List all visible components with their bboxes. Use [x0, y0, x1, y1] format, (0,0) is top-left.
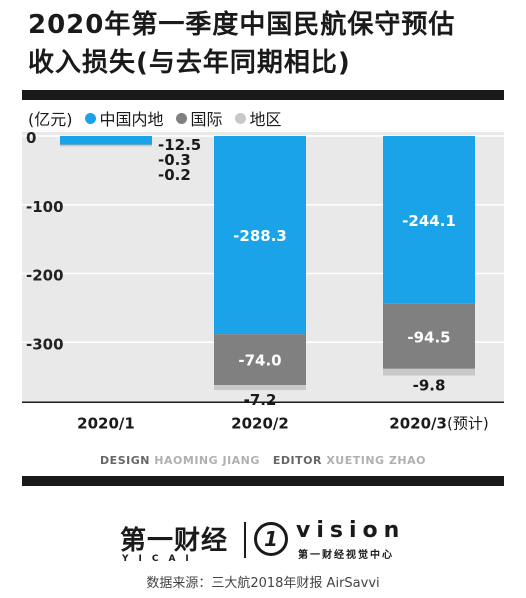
- bar-international: [383, 303, 475, 369]
- vision-mark-icon: 1: [254, 522, 288, 556]
- x-tick-label: 2020/3(预计): [389, 414, 488, 432]
- legend-unit: (亿元): [28, 110, 73, 129]
- bar-international: [214, 334, 306, 386]
- x-tick-label: 2020/2: [231, 414, 289, 432]
- x-tick-label: 2020/1: [77, 414, 135, 432]
- legend-swatch-international: [175, 112, 187, 124]
- data-label-regional: -0.2: [158, 166, 191, 184]
- editor-name: XUETING ZHAO: [326, 454, 426, 467]
- chart-title-line-1: 2020年第一季度中国民航保守预估: [28, 10, 456, 40]
- bar-regional: [214, 385, 306, 391]
- bar-mainland: [214, 136, 306, 335]
- y-tick-label: -200: [26, 267, 64, 285]
- yicai-logo-sub: YICAI: [122, 554, 199, 564]
- legend-label-international: 国际: [190, 110, 223, 129]
- editor-label: EDITOR: [272, 454, 322, 467]
- data-label-mainland: -12.5: [158, 136, 201, 154]
- vision-logo-sub: 第一财经视觉中心: [298, 550, 394, 561]
- y-tick-label: -300: [26, 335, 64, 353]
- y-tick-label: -100: [26, 198, 64, 216]
- y-tick-label: 0: [26, 129, 36, 147]
- vision-logo: vision: [296, 518, 406, 543]
- chart-plot: 0 -100 -200 -300 -12.5-0.3-0.2 2020/1 -288.3 -7…: [22, 129, 504, 432]
- bar-mainland: [60, 136, 152, 145]
- yicai-logo: 第一财经: [120, 526, 229, 556]
- data-label-international: -94.5: [407, 328, 450, 346]
- data-label-regional: -9.8: [413, 377, 446, 395]
- legend: (亿元) 中国内地 国际 地区: [28, 106, 282, 130]
- chart-title-line-2: 收入损失(与去年同期相比): [28, 48, 351, 78]
- data-label-mainland: -244.1: [402, 212, 456, 230]
- bar-regional: [60, 144, 152, 147]
- legend-swatch-regional: [234, 112, 246, 124]
- bar-mainland: [383, 136, 475, 304]
- legend-label-regional: 地区: [249, 110, 282, 129]
- data-label-international: -74.0: [238, 352, 281, 370]
- bar-regional: [383, 368, 475, 376]
- data-source: 数据来源：三大航2018年财报 AirSavvi: [146, 576, 380, 591]
- data-label-regional: -7.2: [244, 391, 277, 409]
- legend-swatch-mainland: [84, 112, 96, 124]
- bottom-divider-bar: [22, 476, 504, 486]
- legend-label-mainland: 中国内地: [99, 110, 164, 129]
- top-divider-bar: [22, 90, 504, 100]
- x-tick-note: (预计): [447, 414, 489, 432]
- logo-row: 第一财经 YICAI 1 vision 第一财经视觉中心: [0, 516, 526, 564]
- design-name: HAOMING JIANG: [154, 454, 260, 467]
- data-label-mainland: -288.3: [233, 227, 287, 245]
- design-label: DESIGN: [100, 454, 150, 467]
- data-label-international: -0.3: [158, 151, 191, 169]
- credit-line: DESIGN HAOMING JIANG EDITOR XUETING ZHAO: [0, 454, 526, 467]
- logo-divider: [244, 522, 246, 558]
